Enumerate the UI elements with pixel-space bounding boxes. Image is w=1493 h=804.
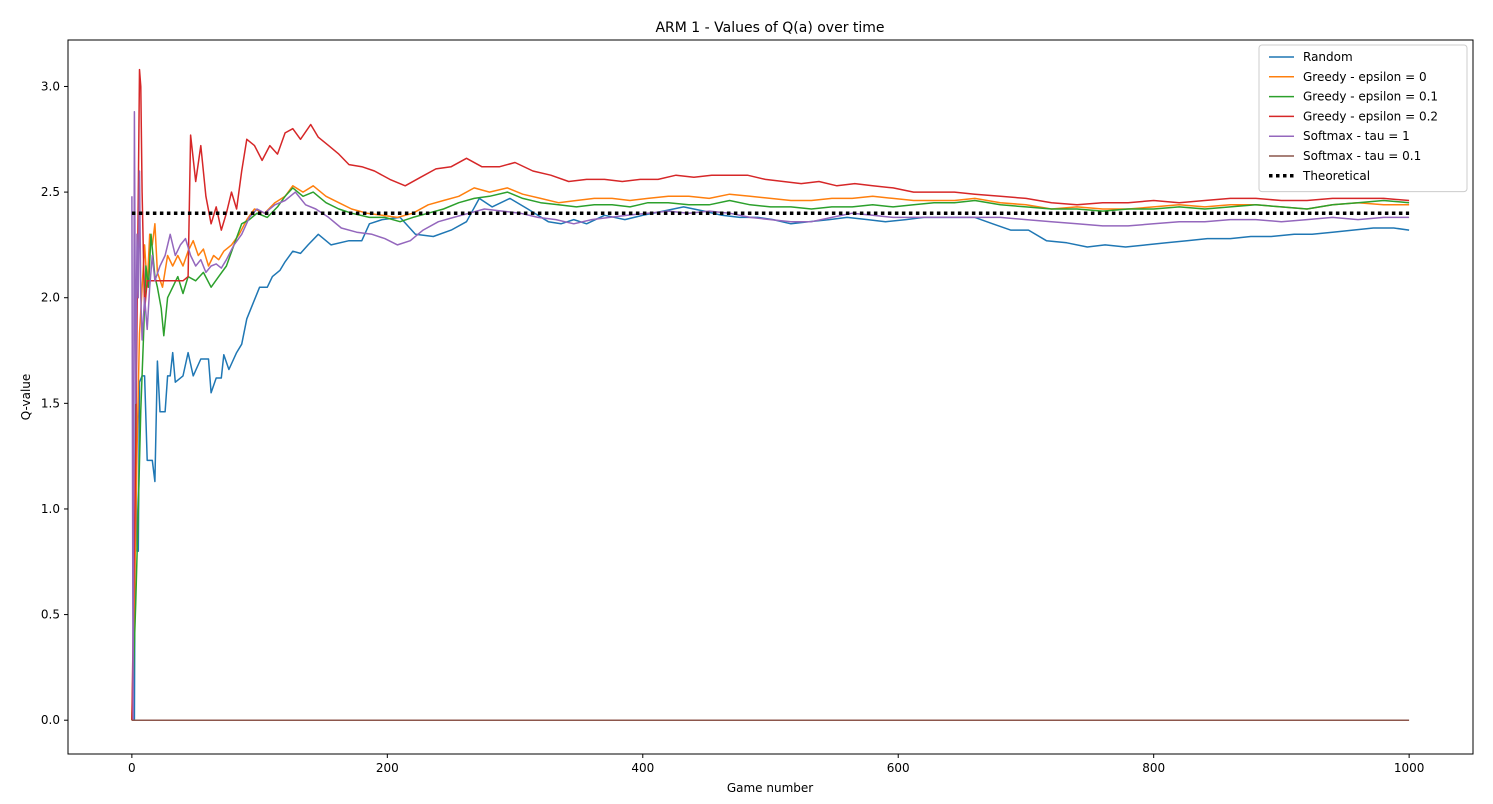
x-tick-label: 800 [1142,761,1165,775]
legend: Random Greedy - epsilon = 0 Greedy - epsil… [1258,44,1468,193]
legend-entry: Random [1303,50,1353,64]
x-tick-label: 600 [887,761,910,775]
x-tick-label: 1000 [1394,761,1425,775]
series-line-random [131,197,1410,721]
y-tick-label: 0.0 [41,713,60,727]
y-tick-label: 0.5 [41,608,60,622]
legend-entry: Greedy - epsilon = 0.1 [1303,90,1438,104]
x-tick-label: 400 [631,761,654,775]
legend-entry: Theoretical [1302,169,1370,183]
x-axis-label: Game number [727,781,813,795]
y-tick-label: 1.0 [41,502,60,516]
y-tick-label: 1.5 [41,396,60,410]
axes-frame [67,39,1474,755]
series-line-greedy-epsilon-0-1 [131,187,1410,721]
series-line-greedy-epsilon-0-2 [131,68,1410,721]
chart-title: ARM 1 - Values of Q(a) over time [655,20,884,36]
x-tick-label: 200 [376,761,399,775]
y-tick-label: 3.0 [41,79,60,93]
legend-entry: Softmax - tau = 0.1 [1303,149,1421,163]
legend-entry: Greedy - epsilon = 0.2 [1303,109,1438,123]
y-tick-label: 2.5 [41,185,60,199]
legend-entry: Greedy - epsilon = 0 [1303,70,1427,84]
legend-entry: Softmax - tau = 1 [1303,129,1410,143]
series-layer [131,68,1410,721]
x-tick-label: 0 [128,761,136,775]
y-axis: 0.0 0.5 1.0 1.5 2.0 2.5 3.0 [41,79,68,727]
series-line-softmax-tau-1 [131,111,1410,721]
x-axis: 0 200 400 600 800 1000 [128,754,1424,775]
y-axis-label: Q-value [19,374,33,421]
legend-box [1258,44,1468,193]
y-tick-label: 2.0 [41,291,60,305]
series-line-greedy-epsilon-0 [131,185,1410,721]
